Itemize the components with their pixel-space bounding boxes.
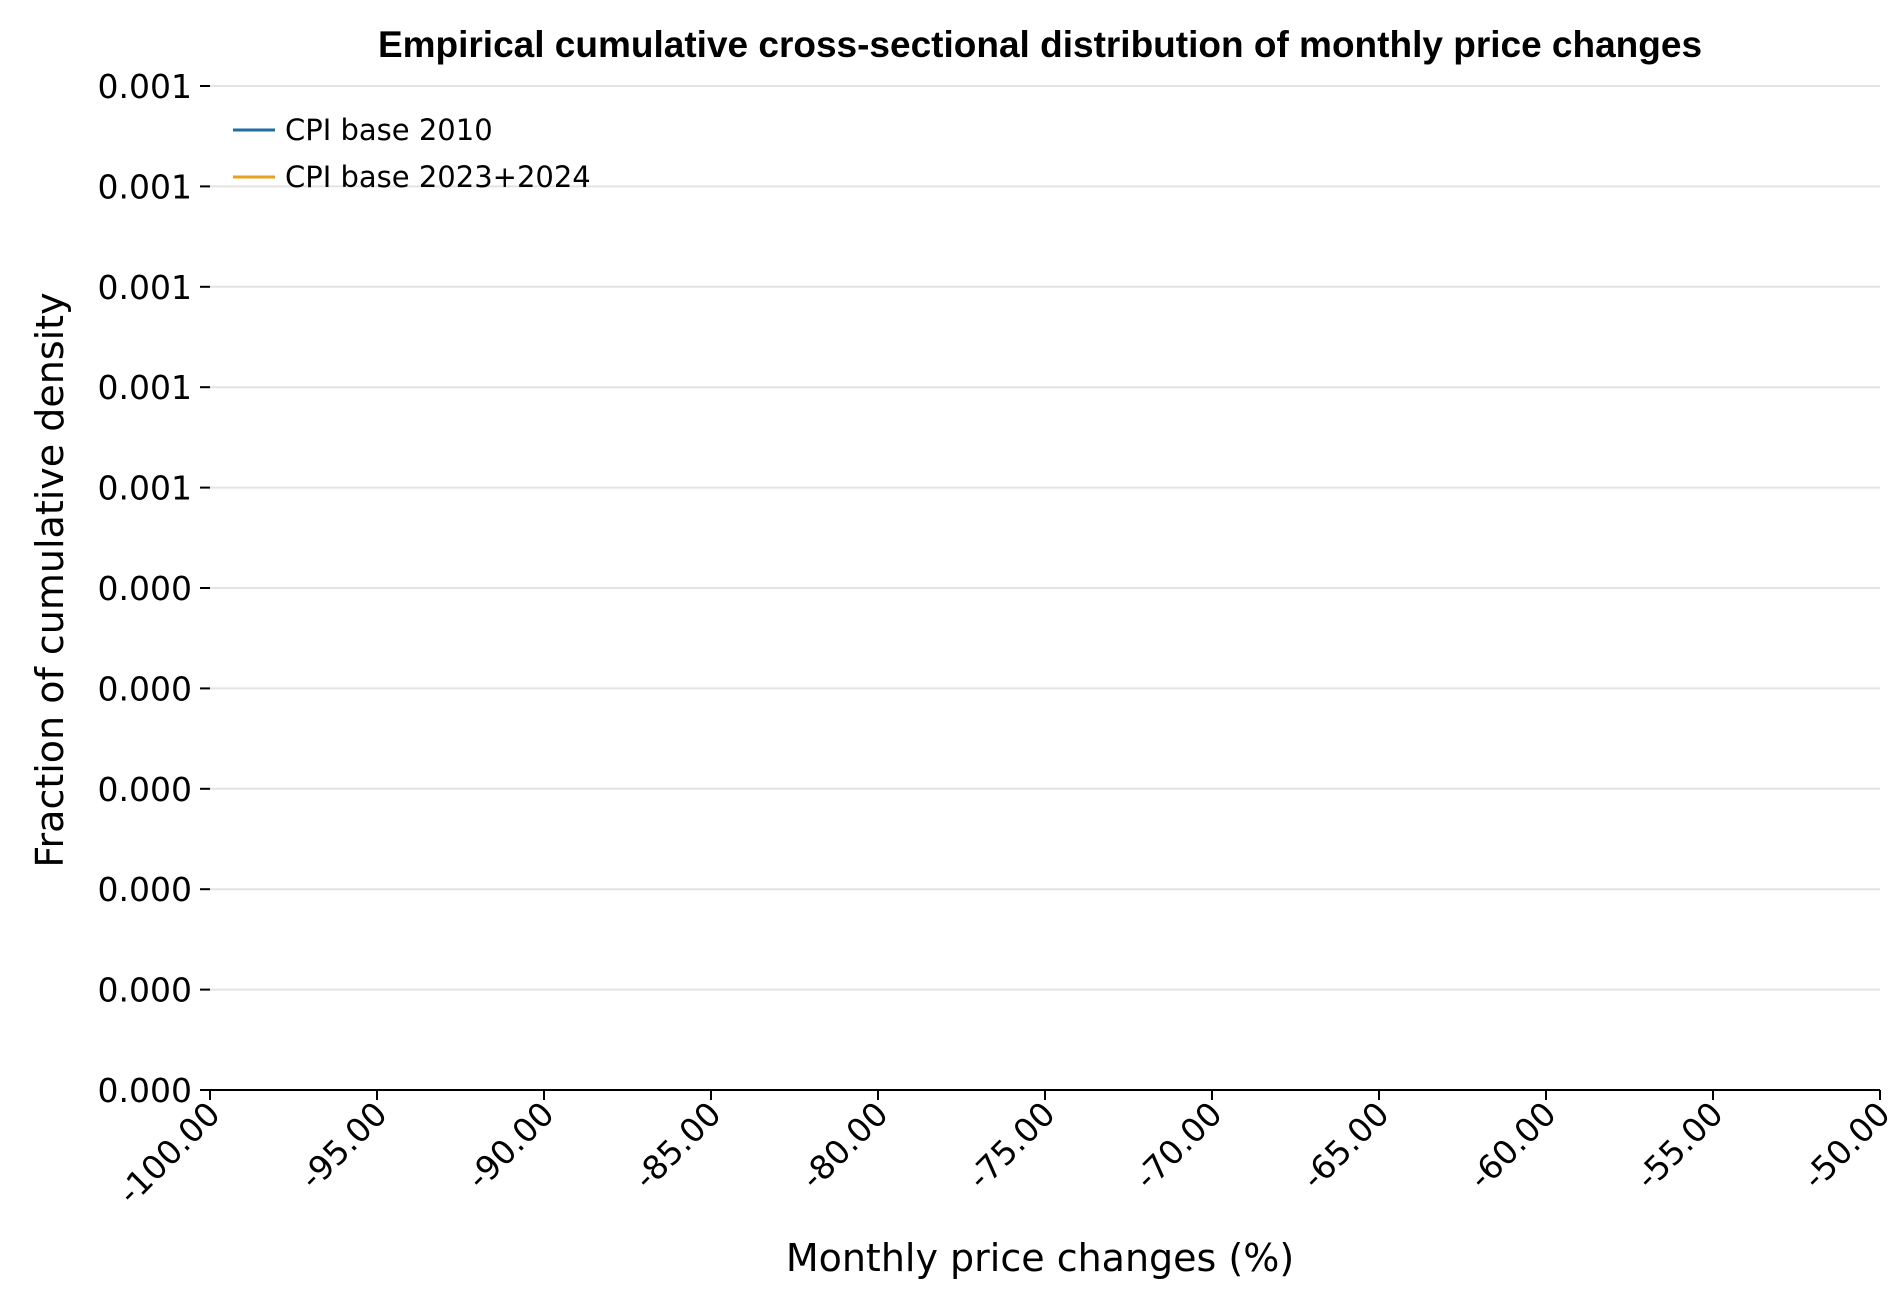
x-tick-label: -100.00	[110, 1094, 228, 1212]
x-tick-label: -50.00	[1795, 1094, 1898, 1197]
y-tick-label: 0.001	[98, 268, 192, 307]
x-tick-label: -75.00	[960, 1094, 1063, 1197]
x-tick-label: -95.00	[292, 1094, 395, 1197]
y-tick-label: 0.000	[98, 1071, 192, 1110]
x-tick-label: -90.00	[459, 1094, 562, 1197]
x-tick-label: -55.00	[1628, 1094, 1731, 1197]
y-tick-label: 0.001	[98, 67, 192, 106]
x-tick-label: -80.00	[793, 1094, 896, 1197]
y-tick-label: 0.000	[98, 870, 192, 909]
y-axis-label: Fraction of cumulative density	[28, 292, 72, 867]
legend-label: CPI base 2010	[285, 113, 493, 147]
x-axis-label: Monthly price changes (%)	[786, 1236, 1294, 1280]
y-tick-label: 0.001	[98, 167, 192, 206]
y-tick-label: 0.000	[98, 770, 192, 809]
y-tick-label: 0.000	[98, 971, 192, 1010]
y-tick-label: 0.001	[98, 368, 192, 407]
x-tick-label: -60.00	[1461, 1094, 1564, 1197]
y-tick-label: 0.001	[98, 469, 192, 508]
y-tick-label: 0.000	[98, 669, 192, 708]
x-tick-label: -65.00	[1294, 1094, 1397, 1197]
axes: 0.000 0.000 0.000 0.000 0.000 0.000 0.001 0.001…	[98, 67, 1898, 1212]
grid-lines	[210, 85, 1880, 991]
y-tick-label: 0.000	[98, 569, 192, 608]
x-tick-label: -70.00	[1127, 1094, 1230, 1197]
chart-title: Empirical cumulative cross-sectional dis…	[378, 24, 1702, 65]
legend-label: CPI base 2023+2024	[285, 160, 591, 194]
x-tick-label: -85.00	[626, 1094, 729, 1197]
legend: CPI base 2010 CPI base 2023+2024	[233, 113, 591, 194]
